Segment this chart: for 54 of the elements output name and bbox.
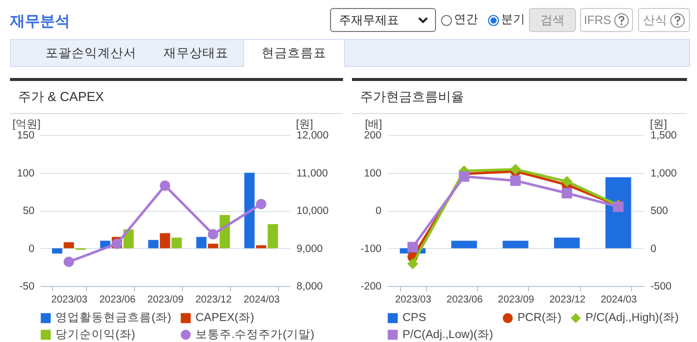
y-tick-label: -200 xyxy=(360,280,382,292)
text: 포괄손익계산서 xyxy=(44,45,138,62)
y2-tick-label: 1,000 xyxy=(650,167,677,180)
legend-label: 영업활동현금흐름(좌) xyxy=(56,312,172,324)
text: 분기 xyxy=(501,11,525,28)
x-tick-label: 2023/09 xyxy=(147,294,184,306)
x-tick-label: 2023/12 xyxy=(196,294,232,306)
y2-axis-title: [원] xyxy=(650,118,668,130)
text: 연간 xyxy=(454,11,478,28)
x-tick-label: 2023/12 xyxy=(549,294,586,306)
x-tick-label: 2024/03 xyxy=(244,294,280,306)
y2-tick-label: 0 xyxy=(650,242,656,255)
legend-label: CAPEX(좌) xyxy=(196,312,254,324)
x-tick-label: 2023/06 xyxy=(446,294,484,306)
y2-tick-label: 12,000 xyxy=(296,130,329,142)
x-tick-label: 2023/03 xyxy=(395,294,432,306)
legend-label: PCR(좌) xyxy=(518,312,562,324)
y2-tick-label: 9,000 xyxy=(296,242,323,255)
y2-tick-label: -500 xyxy=(650,280,672,292)
chart-title: 주가현금흐름비율 xyxy=(352,81,687,114)
x-tick-label: 2023/06 xyxy=(99,294,136,306)
text: IFRS xyxy=(584,13,612,27)
y-tick-label: 0 xyxy=(28,242,35,255)
legend-label: P/C(Adj.,Low)(좌) xyxy=(402,328,494,341)
y-tick-label: 150 xyxy=(16,130,35,142)
y2-tick-label: 10,000 xyxy=(296,205,329,217)
text: 재무분석 xyxy=(10,12,70,31)
legend-label: 당기순이익(좌) xyxy=(56,328,136,341)
y-tick-label: -100 xyxy=(360,242,382,255)
y-tick-label: 50 xyxy=(22,205,35,217)
x-tick-label: 2024/03 xyxy=(600,294,638,306)
text: 검색 xyxy=(540,12,564,28)
y-tick-label: 200 xyxy=(364,130,382,142)
legend-label: 보통주.수정주가(기말) xyxy=(196,328,315,341)
y-tick-label: 100 xyxy=(364,167,382,180)
y-axis-title: [배] xyxy=(364,118,382,130)
text: 주재무제표 xyxy=(330,8,436,32)
y-tick-label: 0 xyxy=(376,205,382,217)
y-tick-label: 100 xyxy=(16,167,35,180)
y-axis-title: [억원] xyxy=(12,118,41,130)
legend-label: P/C(Adj.,High)(좌) xyxy=(586,312,679,324)
x-tick-label: 2023/09 xyxy=(498,294,535,306)
y2-tick-label: 1,500 xyxy=(650,130,677,142)
text: 현금흐름표 xyxy=(243,39,345,67)
x-tick-label: 2023/03 xyxy=(51,294,88,306)
y2-tick-label: 500 xyxy=(650,205,668,217)
legend-label: CPS xyxy=(402,312,426,324)
text: 재무상태표 xyxy=(162,45,230,62)
chart-title: 주가 & CAPEX xyxy=(10,81,343,114)
y2-tick-label: 11,000 xyxy=(296,167,328,180)
y-tick-label: -50 xyxy=(19,280,35,292)
y2-axis-title: [원] xyxy=(296,118,314,130)
text: 산식 xyxy=(643,12,667,28)
y2-tick-label: 8,000 xyxy=(296,280,323,292)
